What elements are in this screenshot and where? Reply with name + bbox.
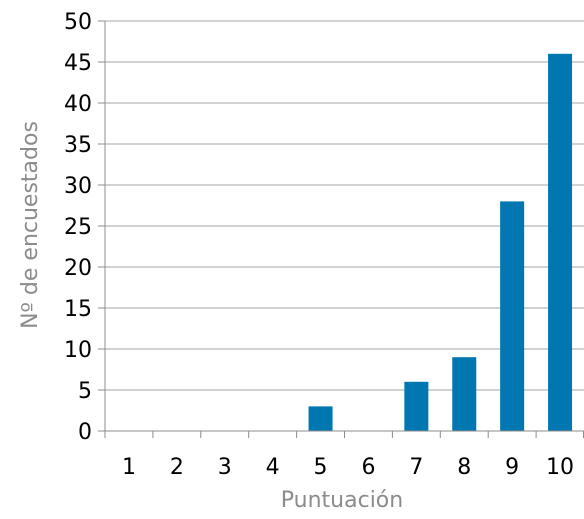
- bar-5: [308, 406, 333, 431]
- x-tick-label: 1: [122, 455, 136, 480]
- bar-7: [404, 381, 429, 431]
- x-tick-label: 10: [546, 455, 574, 480]
- y-tick-label: 20: [64, 256, 92, 281]
- y-tick-label: 5: [78, 379, 92, 404]
- y-tick-label: 35: [64, 133, 92, 158]
- x-tick-labels: 1 2 3 4 5 6 7 8 9 10: [122, 455, 574, 480]
- y-tick-label: 25: [64, 215, 92, 240]
- y-tick-label: 40: [64, 92, 92, 117]
- x-tick-label: 9: [505, 455, 519, 480]
- bar-9: [500, 201, 525, 431]
- x-axis-title: Puntuación: [281, 488, 403, 513]
- bars: [308, 53, 573, 432]
- x-tick-label: 8: [457, 455, 471, 480]
- y-tick-label: 0: [78, 420, 92, 445]
- y-tick-label: 10: [64, 338, 92, 363]
- x-tick-label: 2: [170, 455, 184, 480]
- y-tick-label: 45: [64, 51, 92, 76]
- y-tick-labels: 0 5 10 15 20 25 30 35 40 45 50: [64, 10, 92, 445]
- x-tick-label: 3: [218, 455, 232, 480]
- axes: [98, 20, 584, 438]
- x-tick-label: 7: [409, 455, 423, 480]
- y-tick-label: 50: [64, 10, 92, 35]
- x-tick-label: 5: [314, 455, 328, 480]
- y-tick-label: 15: [64, 297, 92, 322]
- y-axis-title: Nº de encuestados: [18, 121, 43, 329]
- x-tick-label: 6: [361, 455, 375, 480]
- y-tick-label: 30: [64, 174, 92, 199]
- gridlines: [105, 20, 584, 391]
- bar-8: [452, 357, 477, 431]
- x-tick-label: 4: [266, 455, 280, 480]
- bar-10: [548, 53, 573, 432]
